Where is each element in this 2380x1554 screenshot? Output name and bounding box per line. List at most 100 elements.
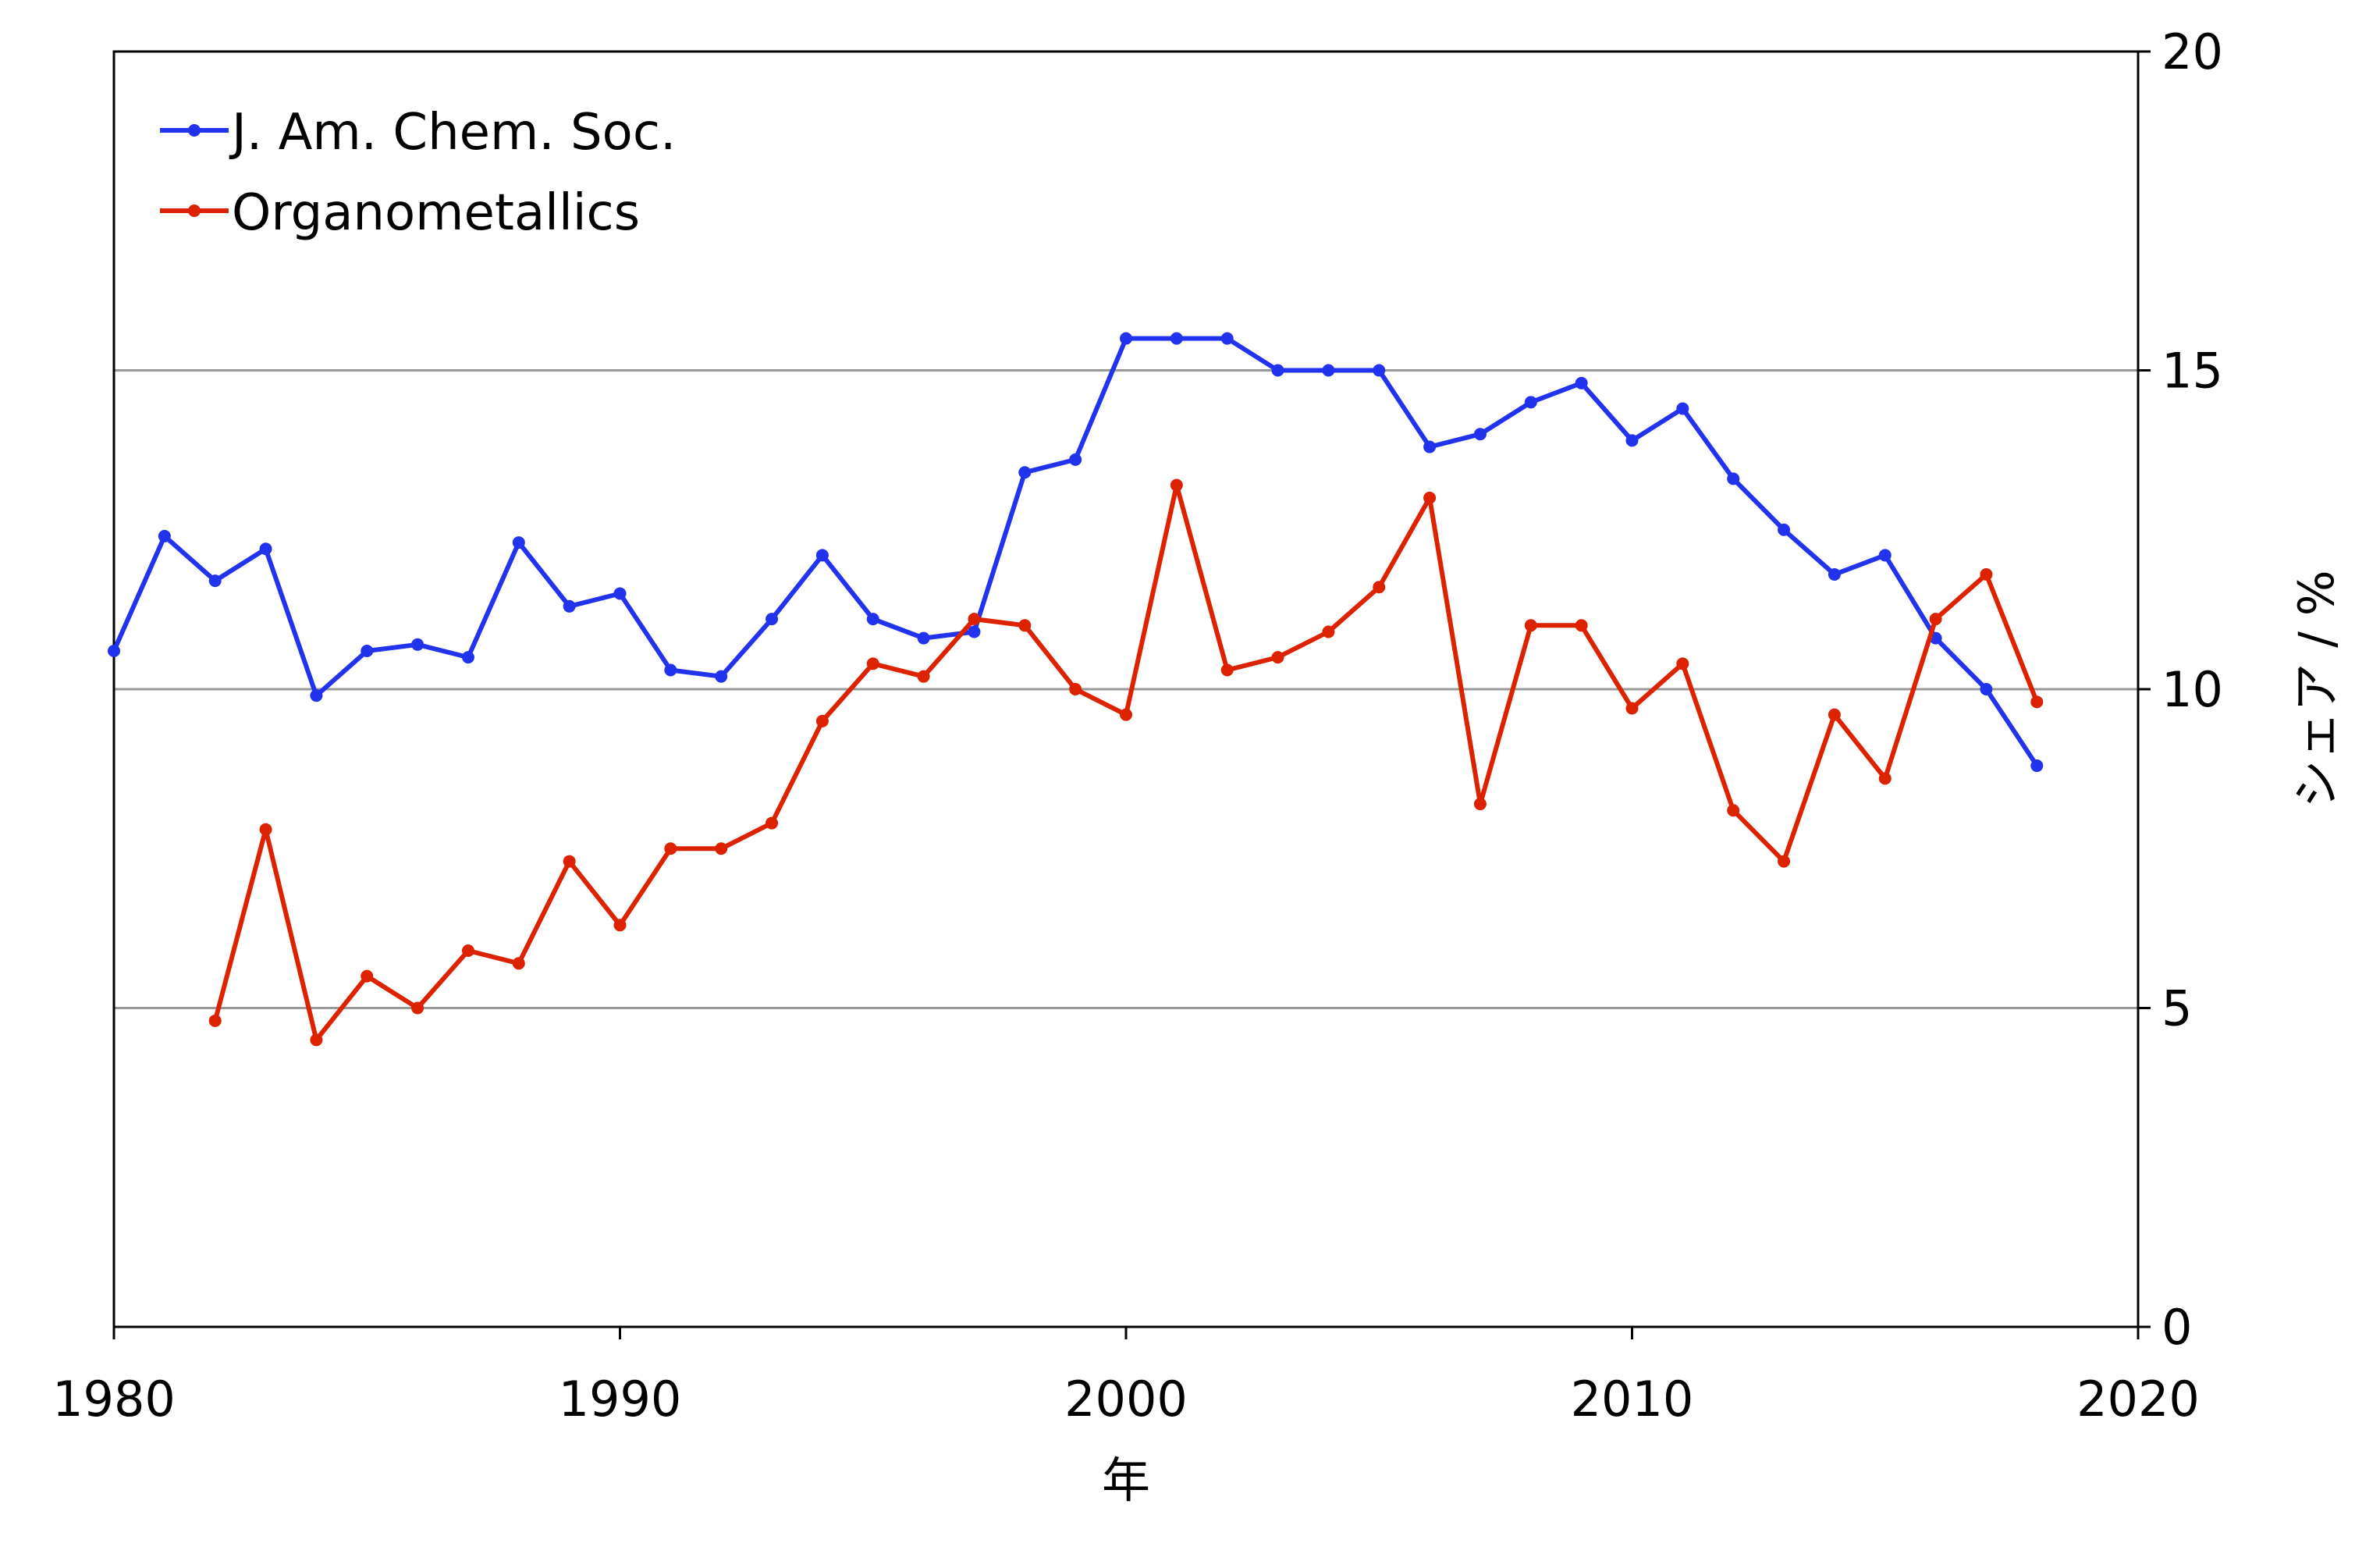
data-point: [1220, 332, 1234, 345]
data-point: [310, 689, 323, 702]
series-1: [208, 478, 2044, 1047]
data-point: [461, 651, 474, 664]
data-point: [1727, 804, 1740, 817]
y-tick-label-0: 0: [2162, 1299, 2192, 1356]
series-line-0: [112, 336, 2040, 768]
data-point: [1018, 466, 1032, 479]
data-point: [1120, 332, 1132, 345]
data-point: [1322, 625, 1335, 638]
legend-label-jacs: J. Am. Chem. Soc.: [229, 104, 676, 162]
data-point: [1373, 581, 1386, 594]
data-point: [1423, 440, 1437, 453]
data-point: [866, 657, 879, 670]
data-point: [1018, 619, 1032, 632]
data-point: [1524, 619, 1537, 632]
y-axis-title: シェア / %: [2288, 570, 2345, 808]
data-point: [715, 670, 728, 683]
y-tick-label-2: 10: [2162, 661, 2223, 718]
data-point: [1980, 567, 1993, 581]
data-point: [664, 842, 677, 855]
y-tick-label-3: 15: [2162, 343, 2223, 400]
data-point: [411, 1001, 424, 1015]
gridlines: [114, 369, 2138, 1009]
data-point: [1170, 478, 1183, 492]
x-tick-label-1: 1990: [559, 1371, 682, 1428]
data-point: [461, 944, 474, 957]
data-point: [1120, 708, 1132, 721]
legend-label-organometallics: Organometallics: [232, 184, 640, 242]
data-point: [1575, 376, 1588, 389]
data-point: [158, 529, 171, 542]
data-point: [1322, 364, 1335, 377]
data-point: [815, 714, 829, 727]
x-tick-label-0: 1980: [52, 1371, 176, 1428]
data-point: [208, 574, 222, 588]
data-point: [613, 919, 627, 932]
data-point: [1575, 619, 1588, 632]
data-point: [1373, 364, 1386, 377]
data-point: [917, 631, 930, 645]
data-point: [108, 644, 120, 657]
data-point: [1170, 332, 1183, 345]
series-line-1: [212, 482, 2040, 1043]
data-point: [1828, 567, 1841, 581]
data-point: [613, 587, 627, 600]
data-point: [1727, 472, 1740, 485]
data-point: [563, 855, 576, 868]
data-point: [1625, 702, 1639, 715]
axis-ticks: 0 5 10 15 20 1980 1990 2000 2010 2020: [52, 23, 2223, 1428]
data-point: [411, 638, 424, 651]
data-point: [1878, 772, 1892, 785]
data-point: [1069, 683, 1082, 695]
legend-entry-organometallics: Organometallics: [160, 184, 640, 242]
data-point: [1423, 491, 1437, 504]
data-point: [917, 670, 930, 683]
x-tick-label-4: 2020: [2076, 1371, 2200, 1428]
data-point: [1828, 708, 1841, 721]
data-point: [512, 957, 525, 970]
series-lines: [108, 332, 2044, 1047]
data-point: [2030, 695, 2044, 709]
x-tick-label-2: 2000: [1064, 1371, 1188, 1428]
data-point: [1778, 523, 1791, 536]
data-point: [1524, 396, 1537, 409]
data-point: [1676, 657, 1689, 670]
data-point: [1220, 663, 1234, 677]
legend-marker-jacs: [188, 124, 201, 137]
data-point: [1929, 613, 1942, 626]
legend: J. Am. Chem. Soc. Organometallics: [160, 104, 676, 242]
data-point: [1271, 651, 1284, 664]
data-point: [310, 1033, 323, 1047]
data-point: [563, 599, 576, 613]
data-point: [1625, 434, 1639, 447]
data-point: [259, 823, 272, 836]
data-point: [815, 549, 829, 562]
y-tick-label-4: 20: [2162, 23, 2223, 80]
data-point: [766, 816, 779, 830]
legend-entry-jacs: J. Am. Chem. Soc.: [160, 104, 676, 162]
data-point: [208, 1014, 222, 1027]
legend-marker-organometallics: [188, 204, 201, 217]
data-point: [1473, 428, 1487, 441]
data-point: [2030, 759, 2044, 773]
data-point: [361, 969, 374, 983]
y-tick-label-1: 5: [2162, 980, 2192, 1037]
data-point: [1778, 855, 1791, 868]
data-point: [259, 542, 272, 556]
data-point: [512, 536, 525, 549]
data-point: [1878, 549, 1892, 562]
data-point: [361, 644, 374, 657]
data-point: [968, 625, 981, 638]
data-point: [1676, 402, 1689, 415]
x-axis-title: 年: [1102, 1452, 1150, 1509]
data-point: [664, 663, 677, 677]
x-tick-label-3: 2010: [1571, 1371, 1694, 1428]
data-point: [715, 842, 728, 855]
series-0: [108, 332, 2044, 773]
data-point: [1069, 453, 1082, 466]
data-point: [1473, 798, 1487, 811]
data-point: [1980, 683, 1993, 695]
data-point: [866, 613, 879, 626]
data-point: [1271, 364, 1284, 377]
